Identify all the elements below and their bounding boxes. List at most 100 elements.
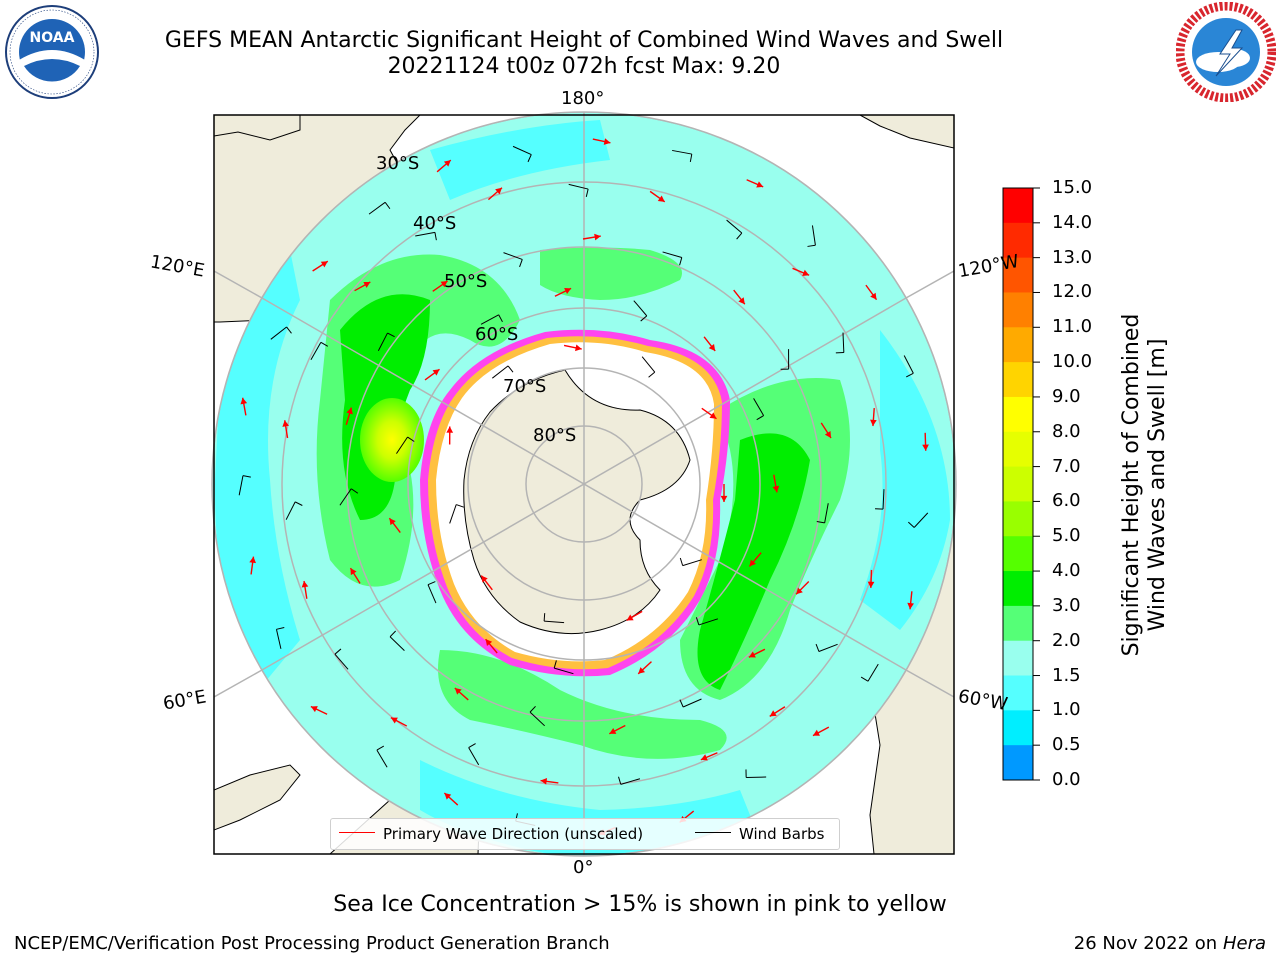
wave-arrow-head	[575, 344, 582, 352]
wave-max-hotspot	[360, 398, 424, 482]
wave-arrow-head	[350, 568, 357, 576]
sea-ice-note: Sea Ice Concentration > 15% is shown in …	[333, 892, 947, 917]
top-left-land	[214, 115, 301, 141]
colorbar-tick-label: 7.0	[1052, 455, 1081, 477]
wind-barb-feather	[389, 630, 397, 638]
wind-barb-feather	[816, 520, 825, 524]
colorbar-tick-label: 11.0	[1052, 316, 1093, 338]
wind-barb	[698, 618, 719, 626]
wave-and-wind-vectors	[238, 138, 929, 836]
map-legend: Primary Wave Direction (unscaled) Wind B…	[330, 818, 840, 850]
wave-arrow-head	[756, 181, 764, 188]
lon-label-0: 0°	[573, 857, 594, 878]
colorbar-tick-label: 15.0	[1052, 177, 1093, 198]
wind-barb-feather	[286, 326, 292, 334]
wind-barb	[811, 225, 816, 246]
wind-barb	[275, 629, 282, 649]
wave-arrow-head	[440, 281, 448, 288]
colorbar-swatch	[1003, 605, 1033, 642]
producer-credit: NCEP/EMC/Verification Post Processing Pr…	[14, 933, 610, 954]
wave-arrow-head	[444, 793, 452, 800]
wind-barb-feather	[907, 521, 915, 528]
noaa-logo-text: NOAA	[30, 30, 75, 46]
wind-barb	[544, 620, 565, 624]
colorbar-swatch	[1003, 222, 1033, 259]
wind-barb-feather	[618, 776, 622, 785]
wave-arrow-head	[363, 281, 371, 288]
wave-arrow-head	[282, 420, 289, 427]
wind-barb-feather	[553, 660, 557, 669]
map-frame	[213, 114, 955, 855]
wave-band-cyan-right	[860, 330, 950, 630]
colorbar-title-line2: Wind Waves and Swell [m]	[1145, 338, 1170, 632]
wind-barb	[334, 653, 349, 670]
wave-arrow-head	[346, 407, 353, 415]
lat-label-70s: 70°S	[503, 376, 547, 397]
wind-barb	[568, 183, 589, 190]
wave-arrow-head	[870, 419, 877, 427]
wind-barb	[867, 663, 879, 682]
noaa-logo: NOAA	[5, 5, 99, 99]
wind-barb	[339, 488, 352, 506]
wave-direction-swatch	[339, 832, 375, 833]
wave-arrow-head	[301, 580, 309, 588]
colorbar-swatch	[1003, 362, 1033, 398]
wave-arrow-head	[603, 138, 611, 145]
wave-arrow-head	[320, 261, 328, 268]
wind-barb	[503, 252, 523, 260]
wind-barb-feather	[807, 244, 816, 247]
colorbar-swatch	[1003, 640, 1033, 677]
wave-arrow-head	[454, 687, 462, 695]
wind-barb-feather	[434, 232, 437, 241]
wave-arrow-head	[870, 292, 877, 300]
colorbar-tick-label: 5.0	[1052, 525, 1081, 547]
wind-barb	[285, 501, 296, 520]
wind-barb-feather	[294, 501, 303, 506]
wind-barb	[913, 512, 929, 528]
colorbar-swatch	[1003, 745, 1033, 781]
wind-barb	[753, 398, 765, 416]
wave-arrow-head	[657, 195, 665, 202]
wind-barb-feather	[543, 613, 546, 622]
chart-subtitle: 20221124 t00z 072h fcst Max: 9.20	[387, 54, 781, 79]
legend-wind-label: Wind Barbs	[739, 825, 825, 843]
colorbar-tick-label: 9.0	[1052, 385, 1081, 407]
wind-barb-feather	[456, 504, 464, 508]
wave-arrow-head	[812, 729, 820, 736]
wind-barb	[389, 636, 405, 652]
wind-barb	[376, 749, 388, 768]
wave-arrow-head	[481, 575, 488, 583]
wave-arrow-head	[922, 444, 929, 451]
wave-arrow-head	[824, 431, 831, 439]
colorbar-swatch	[1003, 327, 1033, 363]
colorbar-title: Significant Height of Combined Wind Wave…	[1119, 275, 1171, 695]
wind-barb-feather	[320, 341, 329, 347]
colorbar	[1003, 187, 1040, 781]
lat-label-30s: 30°S	[376, 153, 420, 174]
wind-barb-feather	[640, 315, 648, 322]
graticule-outer	[214, 270, 954, 698]
wave-arrow-head	[700, 754, 708, 761]
wind-barb-feather	[736, 232, 743, 240]
wave-arrow-head	[738, 297, 745, 305]
colorbar-tick-label: 10.0	[1052, 351, 1093, 373]
wind-barb-feather	[350, 488, 359, 494]
lon-label-180: 180°	[561, 88, 605, 109]
wind-barb	[672, 149, 692, 155]
colorbar-swatch	[1003, 257, 1033, 293]
wind-barb	[882, 489, 885, 510]
wave-arrow-head	[708, 344, 716, 351]
wind-barb-feather	[905, 372, 914, 378]
colorbar-swatch	[1003, 431, 1033, 468]
colorbar-swatch	[1003, 536, 1033, 572]
wind-barb	[270, 326, 287, 340]
wind-barb-feather	[407, 436, 415, 442]
wave-band-cyan-left	[214, 250, 300, 700]
wind-barb-feather	[679, 557, 684, 566]
nws-logo	[1176, 2, 1276, 102]
wind-barb-feather	[276, 627, 285, 630]
colorbar-tick-label: 8.0	[1052, 420, 1081, 442]
colorbar-swatch	[1003, 188, 1033, 224]
wind-barb	[512, 145, 532, 156]
wind-barb-feather	[529, 705, 536, 713]
